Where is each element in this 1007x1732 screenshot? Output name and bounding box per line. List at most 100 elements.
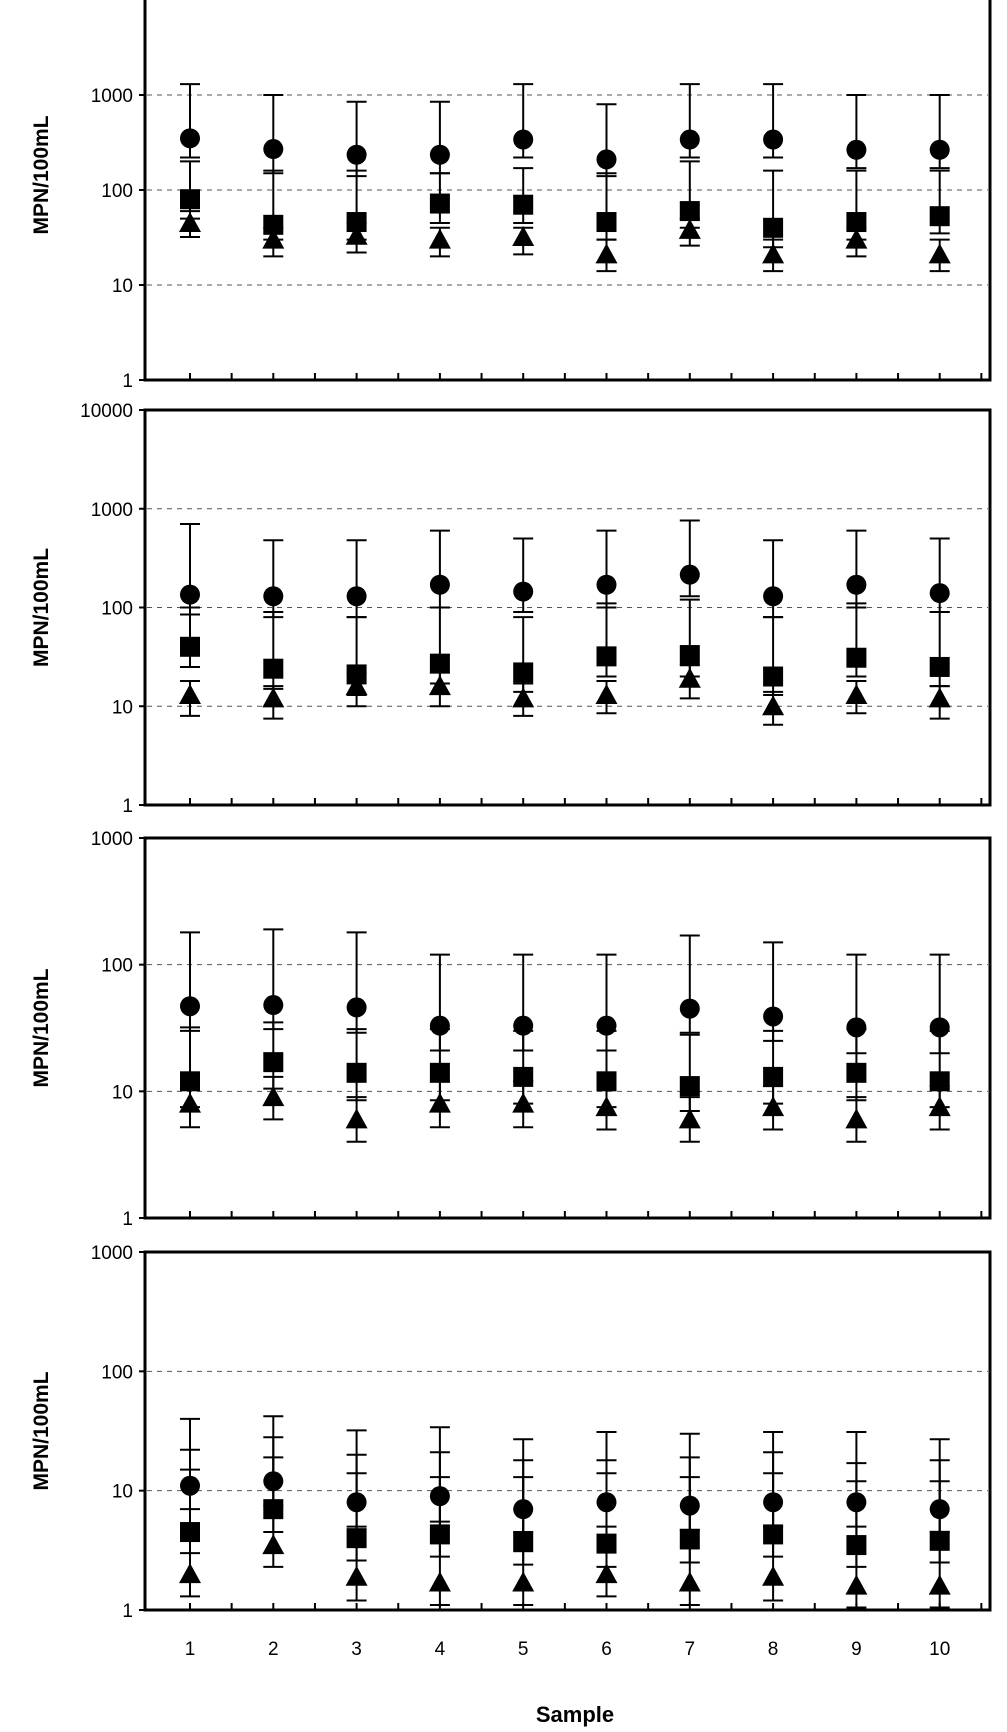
data-point-triangle	[345, 1108, 368, 1129]
data-point-square	[679, 645, 700, 666]
data-point-triangle	[678, 218, 701, 239]
data-point-triangle	[428, 675, 451, 696]
y-tick-label: 1	[122, 796, 133, 817]
panel-frame	[143, 836, 992, 1220]
data-point-circle	[679, 998, 700, 1019]
data-point-square	[513, 662, 534, 683]
x-tick-label: 10	[929, 1639, 950, 1660]
data-point-square	[263, 658, 284, 679]
y-tick-label: 100	[101, 181, 133, 202]
y-axis-label: MPN/100mL	[30, 548, 53, 667]
data-point-circle	[263, 995, 284, 1016]
y-axis-label: MPN/100mL	[30, 968, 53, 1087]
data-point-circle	[763, 586, 784, 607]
data-point-square	[763, 217, 784, 238]
data-point-circle	[429, 574, 450, 595]
series-square	[180, 598, 950, 696]
series-triangle	[179, 210, 951, 273]
data-point-circle	[846, 139, 867, 160]
data-point-triangle	[762, 1096, 785, 1117]
data-point-triangle	[345, 224, 368, 245]
data-point-square	[763, 1066, 784, 1087]
y-tick-label: 10	[112, 1482, 133, 1503]
panel-4: 1 10 100 1000 MPN/100mL	[30, 1243, 992, 1622]
data-point-triangle	[428, 228, 451, 249]
series-triangle	[179, 664, 951, 726]
y-tick-label: 10	[112, 1082, 133, 1103]
data-point-circle	[429, 1015, 450, 1036]
y-tick-label: 100	[101, 956, 133, 977]
data-point-triangle	[179, 1092, 201, 1113]
data-point-triangle	[262, 1086, 285, 1107]
data-point-circle	[846, 574, 867, 595]
data-point-circle	[346, 586, 367, 607]
data-point-circle	[929, 583, 950, 604]
data-point-triangle	[678, 667, 701, 688]
data-point-circle	[679, 564, 700, 585]
series-square	[180, 1021, 950, 1112]
data-point-triangle	[179, 683, 201, 704]
data-point-circle	[180, 584, 200, 605]
data-point-circle	[346, 144, 367, 165]
data-point-square	[180, 189, 200, 210]
data-point-triangle	[262, 1534, 285, 1555]
data-point-triangle	[762, 1565, 785, 1586]
data-point-square	[429, 653, 450, 674]
data-point-square	[679, 1076, 700, 1097]
x-axis-label: Sample	[536, 1702, 614, 1727]
data-point-square	[596, 212, 617, 233]
data-point-triangle	[845, 683, 868, 704]
panel-frame	[143, 1250, 992, 1612]
data-point-triangle	[845, 228, 868, 249]
data-point-triangle	[179, 1563, 201, 1584]
data-point-triangle	[762, 243, 785, 264]
x-tick-label: 2	[268, 1639, 279, 1660]
data-point-triangle	[262, 228, 285, 249]
data-point-circle	[596, 149, 617, 170]
series-square	[180, 1436, 950, 1568]
data-point-triangle	[678, 1108, 701, 1129]
panel-frame	[143, 0, 992, 382]
data-point-circle	[180, 996, 200, 1017]
y-tick-label: 1000	[91, 829, 133, 850]
data-point-triangle	[928, 1096, 951, 1117]
x-tick-label: 7	[685, 1639, 696, 1660]
data-point-circle	[513, 129, 534, 150]
data-point-triangle	[345, 675, 368, 696]
x-tick-label: 4	[435, 1639, 446, 1660]
data-point-square	[429, 193, 450, 214]
data-point-triangle	[678, 1571, 701, 1592]
data-point-circle	[679, 129, 700, 150]
data-point-circle	[763, 129, 784, 150]
data-point-square	[929, 656, 950, 677]
data-point-circle	[263, 586, 284, 607]
data-point-triangle	[512, 687, 535, 708]
data-point-triangle	[845, 1108, 868, 1129]
x-tick-label: 8	[768, 1639, 779, 1660]
x-tick-label: 5	[518, 1639, 529, 1660]
data-point-circle	[513, 581, 534, 602]
y-tick-label: 100	[101, 1362, 133, 1383]
data-point-square	[429, 1062, 450, 1083]
data-point-triangle	[762, 695, 785, 716]
y-tick-label: 1	[122, 1601, 133, 1622]
data-point-triangle	[512, 1571, 535, 1592]
panel-1: 1 10 100 1000 MPN/100mL	[30, 0, 992, 392]
data-point-triangle	[512, 1092, 535, 1113]
y-tick-label: 1	[122, 371, 133, 392]
data-point-triangle	[928, 243, 951, 264]
data-point-circle	[929, 1017, 950, 1038]
data-point-square	[679, 201, 700, 222]
y-tick-label: 10000	[80, 401, 133, 422]
data-point-triangle	[595, 1563, 618, 1584]
data-point-circle	[846, 1017, 867, 1038]
data-point-triangle	[428, 1571, 451, 1592]
series-square	[180, 160, 950, 249]
data-point-triangle	[595, 1096, 618, 1117]
data-point-triangle	[512, 226, 535, 247]
series-triangle	[179, 1075, 951, 1143]
data-point-square	[763, 666, 784, 687]
x-axis: 1 2 3 4 5 6 7 8 9 10	[185, 1639, 951, 1660]
data-point-circle	[596, 574, 617, 595]
